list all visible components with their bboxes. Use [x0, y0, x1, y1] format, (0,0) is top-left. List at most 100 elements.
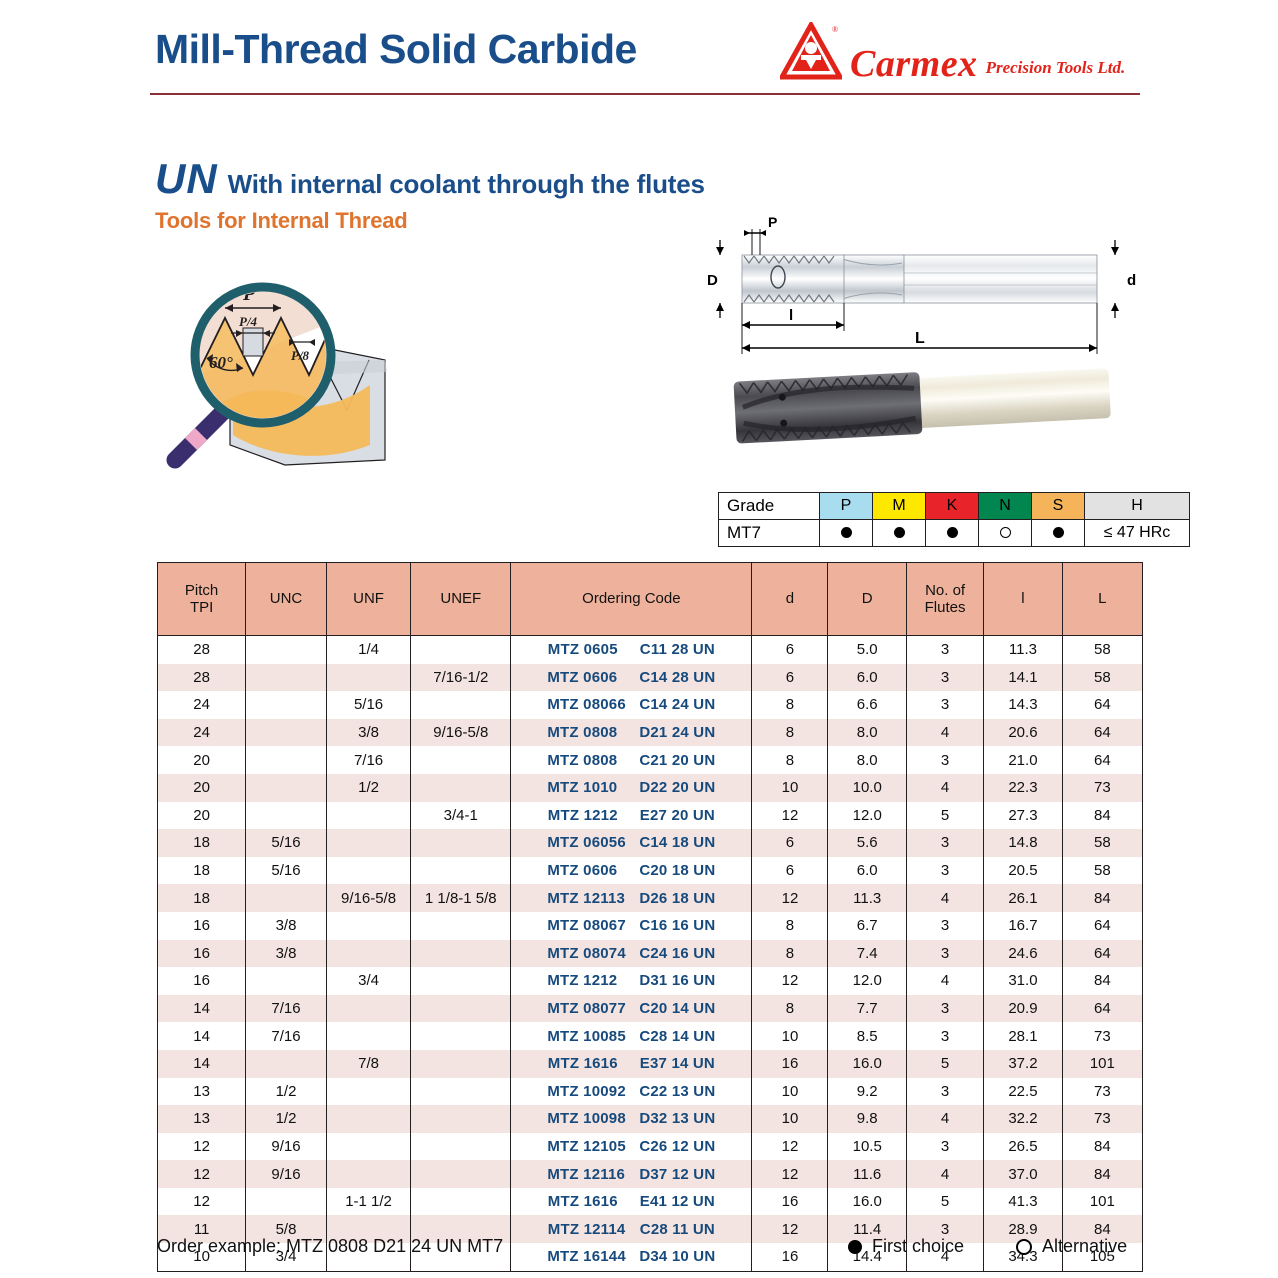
cell-pitch: 10	[156, 1243, 247, 1272]
page-footer: Order example: MTZ 0808 D21 24 UN MT7 Fi…	[0, 1232, 1278, 1272]
cell-ordering-code: MTZ 16144 D34 10 UN	[510, 1243, 753, 1272]
cell-D: 11.6	[827, 1160, 907, 1188]
ordering-code-base: MTZ 0808	[547, 724, 618, 742]
label-pitch-quarter: P/4	[239, 314, 258, 329]
cell-pitch: 18	[156, 829, 247, 857]
section-heading: UN With internal coolant through the flu…	[155, 155, 705, 203]
column-header-flutes: No. of Flutes	[905, 562, 985, 636]
tool-dimension-drawing: P D d l L	[707, 215, 1136, 354]
cell-unf: 1-1 1/2	[325, 1187, 412, 1216]
cell-D: 16.0	[827, 1049, 907, 1078]
column-header-unf: UNF	[325, 562, 412, 636]
cell-unf: 7/16	[325, 746, 412, 774]
brand-logo: ® Carmex Precision Tools Ltd.	[780, 22, 1125, 83]
cell-L: 58	[1061, 663, 1144, 692]
cell-flutes: 4	[905, 1243, 985, 1272]
cell-flutes: 3	[905, 691, 985, 719]
cell-unf: 7/8	[325, 1049, 412, 1078]
filled-dot-icon	[893, 527, 905, 539]
cell-unf	[325, 829, 412, 857]
cell-D: 8.5	[827, 1022, 907, 1050]
cell-d: 16	[751, 1243, 829, 1272]
cell-flutes: 5	[905, 801, 985, 830]
ordering-code-base: MTZ 08077	[547, 1000, 626, 1018]
label-thread-angle: 60°	[209, 353, 233, 372]
cell-unc: 3/8	[245, 911, 327, 940]
ordering-code-suffix: C20 14 UN	[639, 1000, 716, 1018]
cell-unef	[410, 1215, 512, 1244]
cell-D: 9.2	[827, 1077, 907, 1106]
cell-unef	[410, 1187, 512, 1216]
ordering-code-suffix: D37 12 UN	[639, 1165, 716, 1183]
cell-unc: 9/16	[245, 1132, 327, 1161]
column-header-d: d	[751, 562, 829, 636]
cell-l: 28.9	[983, 1215, 1063, 1244]
cell-d: 12	[751, 1132, 829, 1161]
cell-L: 73	[1061, 773, 1144, 802]
table-header-row: Pitch TPI UNC UNF UNEF Ordering Code d D …	[156, 562, 1144, 636]
ordering-code-suffix: C16 16 UN	[639, 917, 716, 935]
ordering-code-base: MTZ 1616	[547, 1193, 618, 1211]
cell-pitch: 28	[156, 663, 247, 692]
cell-d: 10	[751, 1077, 829, 1106]
cell-unef: 1 1/8-1 5/8	[410, 884, 512, 912]
magnifier-handle	[166, 401, 234, 469]
cell-d: 8	[751, 718, 829, 747]
cell-pitch: 11	[156, 1215, 247, 1244]
cell-unf	[325, 1243, 412, 1272]
label-pitch: P	[242, 283, 256, 305]
ordering-code-suffix: E37 14 UN	[639, 1055, 715, 1073]
cell-pitch: 14	[156, 1049, 247, 1078]
cell-ordering-code: MTZ 08077 C20 14 UN	[510, 994, 753, 1023]
cell-ordering-code: MTZ 12113 D26 18 UN	[510, 884, 753, 912]
cell-unc	[245, 1187, 327, 1216]
label-pitch-eighth: P/8	[291, 348, 310, 363]
ordering-code-suffix: D32 13 UN	[639, 1110, 716, 1128]
cell-l: 26.1	[983, 884, 1063, 912]
table-row: 14 7/8 MTZ 1616 E37 14 UN 16 16.0 5 37.2 101	[156, 1049, 1144, 1078]
section-description: With internal coolant through the flutes	[227, 169, 705, 199]
cell-unc	[245, 1049, 327, 1078]
cell-unc	[245, 746, 327, 774]
ordering-code-base: MTZ 12105	[547, 1137, 626, 1155]
column-header-pitch-tpi: Pitch TPI	[156, 562, 247, 636]
cell-D: 6.6	[827, 691, 907, 719]
cell-ordering-code: MTZ 08066 C14 24 UN	[510, 691, 753, 719]
cell-unc: 5/16	[245, 829, 327, 857]
grade-header-M: M	[872, 492, 926, 520]
cell-unc	[245, 773, 327, 802]
ordering-code-base: MTZ 12114	[547, 1220, 626, 1238]
cell-L: 64	[1061, 691, 1144, 719]
cell-d: 6	[751, 829, 829, 857]
cell-pitch: 28	[156, 635, 247, 664]
table-row: 12 9/16 MTZ 12116 D37 12 UN 12 11.6 4 37.0 84	[156, 1160, 1144, 1188]
cell-unf	[325, 1215, 412, 1244]
ordering-code-suffix: D34 10 UN	[639, 1248, 716, 1266]
cell-unef: 7/16-1/2	[410, 663, 512, 692]
cell-pitch: 20	[156, 773, 247, 802]
ordering-code-base: MTZ 0605	[547, 641, 618, 659]
cell-d: 10	[751, 773, 829, 802]
product-table: Pitch TPI UNC UNF UNEF Ordering Code d D …	[156, 562, 1144, 1272]
cell-D: 12.0	[827, 801, 907, 830]
cell-unef	[410, 1160, 512, 1188]
cell-unef	[410, 1049, 512, 1078]
cell-ordering-code: MTZ 0606 C14 28 UN	[510, 663, 753, 692]
section-subtitle: Tools for Internal Thread	[155, 208, 408, 233]
cell-L: 101	[1061, 1049, 1144, 1078]
cell-d: 16	[751, 1187, 829, 1216]
cell-ordering-code: MTZ 06056 C14 18 UN	[510, 829, 753, 857]
cell-pitch: 12	[156, 1132, 247, 1161]
cell-unf	[325, 1132, 412, 1161]
cell-unef	[410, 1132, 512, 1161]
cell-d: 8	[751, 994, 829, 1023]
cell-unf: 1/4	[325, 635, 412, 664]
table-row: 14 7/16 MTZ 10085 C28 14 UN 10 8.5 3 28.1 73	[156, 1022, 1144, 1050]
cell-unef	[410, 1077, 512, 1106]
cell-L: 64	[1061, 718, 1144, 747]
cell-flutes: 4	[905, 884, 985, 912]
table-row: 13 1/2 MTZ 10092 C22 13 UN 10 9.2 3 22.5 73	[156, 1077, 1144, 1106]
cell-d: 8	[751, 691, 829, 719]
cell-ordering-code: MTZ 1212 E27 20 UN	[510, 801, 753, 830]
cell-ordering-code: MTZ 1616 E37 14 UN	[510, 1049, 753, 1078]
